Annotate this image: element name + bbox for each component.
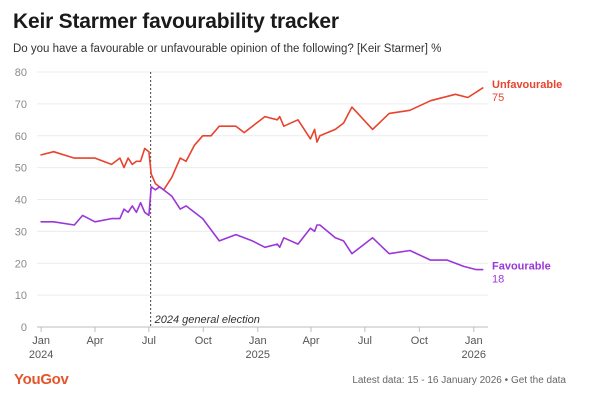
page-title: Keir Starmer favourability tracker <box>13 10 339 33</box>
favourable-end-value-label: 18 <box>492 274 504 286</box>
chart-subtitle: Do you have a favourable or unfavourable… <box>13 43 442 55</box>
latest-data-label: Latest data: 15 - 16 January 2026 <box>352 375 502 386</box>
y-tick-label: 70 <box>15 99 27 111</box>
y-tick-label: 40 <box>15 195 27 207</box>
y-tick-label: 30 <box>15 226 27 238</box>
y-tick-label: 50 <box>15 163 27 175</box>
x-tick-year-label: 2025 <box>246 349 270 361</box>
favourable-series-line <box>40 186 484 271</box>
x-tick-label: Jul <box>358 335 372 347</box>
x-tick-year-label: 2024 <box>29 349 53 361</box>
favourable-series-label: Favourable <box>492 261 551 273</box>
election-annotation: 2024 general election <box>154 314 260 326</box>
y-tick-label: 60 <box>15 131 27 143</box>
unfavourable-end-value-label: 75 <box>492 92 504 104</box>
x-tick-label: Oct <box>195 335 212 347</box>
unfavourable-series-label: Unfavourable <box>492 79 562 91</box>
footer-note: Latest data: 15 - 16 January 2026 • Get … <box>352 375 566 386</box>
x-tick-label: Oct <box>411 335 428 347</box>
x-tick-label: Jan <box>32 335 50 347</box>
footer-separator: • <box>504 375 509 386</box>
x-tick-label: Jul <box>142 335 156 347</box>
y-tick-label: 10 <box>15 290 27 302</box>
x-tick-label: Jan <box>465 335 483 347</box>
x-tick-label: Apr <box>302 335 319 347</box>
y-tick-label: 80 <box>15 67 27 79</box>
y-tick-label: 20 <box>15 258 27 270</box>
x-tick-label: Jan <box>249 335 267 347</box>
y-tick-label: 0 <box>21 322 27 334</box>
yougov-logo: YouGov <box>14 371 69 388</box>
x-tick-label: Apr <box>86 335 103 347</box>
x-tick-year-label: 2026 <box>462 349 486 361</box>
get-the-data-link[interactable]: Get the data <box>510 375 566 386</box>
unfavourable-series-line <box>40 87 484 191</box>
